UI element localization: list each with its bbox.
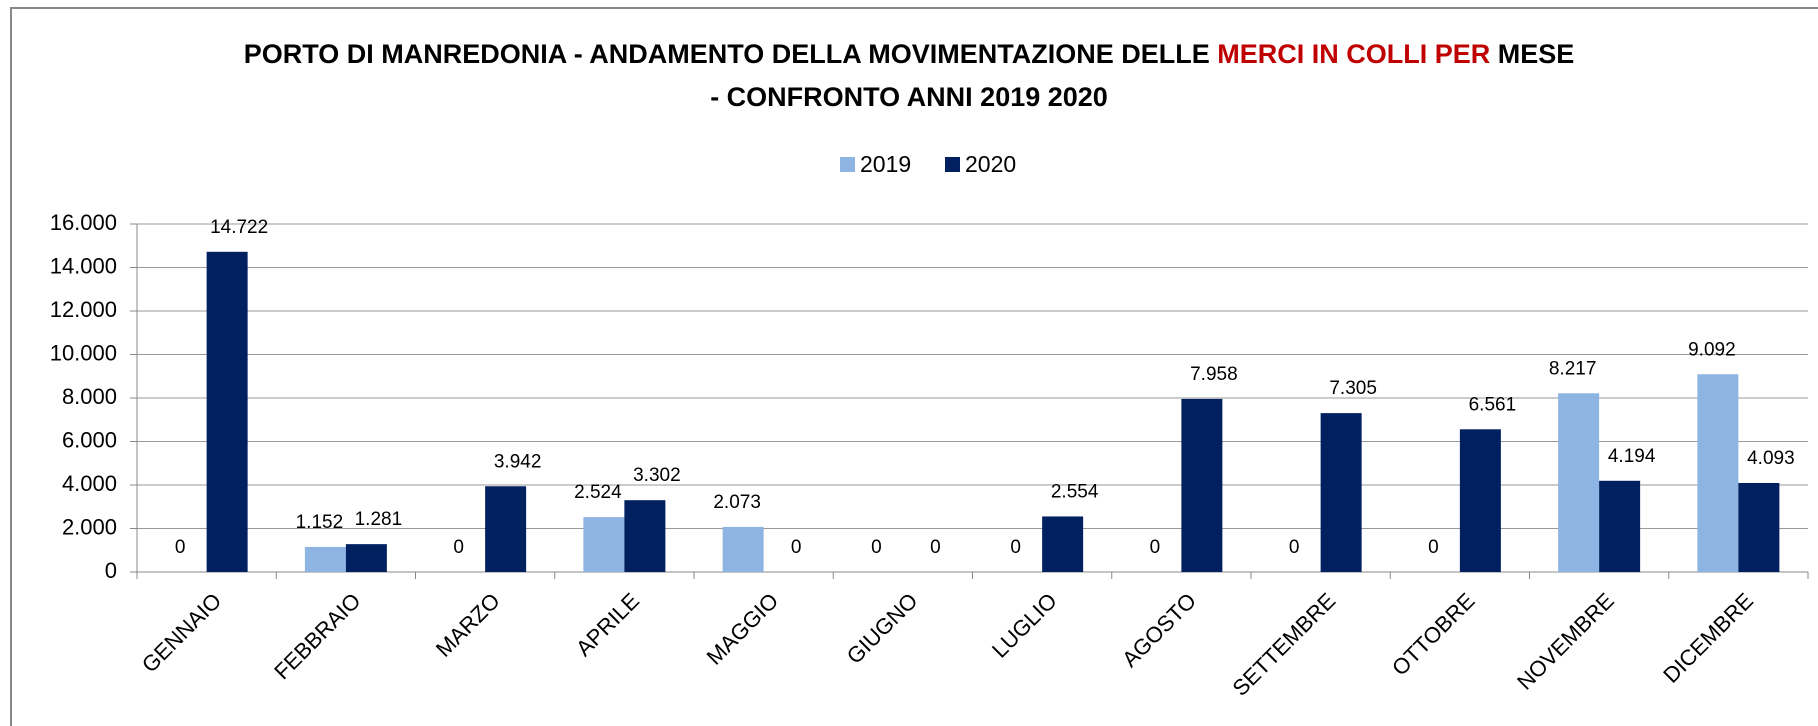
- bar: [206, 251, 248, 572]
- x-tick-label: MAGGIO: [702, 588, 784, 670]
- value-label: 2.524: [574, 482, 622, 503]
- chart-title: PORTO DI MANREDONIA - ANDAMENTO DELLA MO…: [244, 39, 1575, 69]
- bar: [304, 546, 346, 572]
- bar: [583, 517, 625, 572]
- value-label: 0: [1010, 537, 1021, 558]
- bar: [722, 526, 764, 572]
- legend-swatch: [945, 157, 960, 172]
- x-tick-label: OTTOBRE: [1387, 588, 1480, 681]
- value-label: 1.152: [296, 512, 344, 533]
- legend-label: 2020: [965, 151, 1016, 177]
- value-label: 3.942: [494, 451, 542, 472]
- value-label: 0: [1428, 537, 1439, 558]
- value-label: 2.554: [1051, 481, 1099, 502]
- bar: [1738, 482, 1780, 572]
- y-tick-label: 16.000: [50, 210, 117, 235]
- value-label: 7.305: [1329, 378, 1377, 399]
- x-tick-label: APRILE: [571, 588, 644, 661]
- value-label: 9.092: [1688, 339, 1736, 360]
- y-tick-label: 2.000: [62, 514, 117, 539]
- bar: [1042, 516, 1084, 572]
- bar: [1558, 393, 1600, 572]
- value-label: 7.958: [1190, 364, 1238, 385]
- y-tick-label: 12.000: [50, 297, 117, 322]
- y-tick-label: 10.000: [50, 340, 117, 365]
- bar: [345, 544, 387, 572]
- x-tick-label: LUGLIO: [987, 588, 1062, 663]
- value-label: 4.093: [1747, 448, 1795, 469]
- x-tick-label: AGOSTO: [1117, 588, 1201, 672]
- value-label: 8.217: [1549, 358, 1597, 379]
- legend-swatch: [840, 157, 855, 172]
- x-tick-label: MARZO: [431, 588, 505, 662]
- title-part: PORTO DI MANREDONIA - ANDAMENTO DELLA MO…: [244, 39, 1218, 69]
- bar: [1181, 398, 1223, 572]
- title-part: MESE: [1490, 39, 1574, 69]
- value-label: 3.302: [633, 465, 681, 486]
- value-label: 0: [453, 537, 464, 558]
- bar: [1459, 429, 1501, 572]
- y-tick-label: 0: [105, 558, 117, 583]
- value-label: 0: [175, 537, 186, 558]
- value-label: 0: [930, 537, 941, 558]
- y-tick-label: 4.000: [62, 471, 117, 496]
- title-part: - CONFRONTO ANNI 2019 2020: [710, 82, 1108, 112]
- value-label: 2.073: [713, 492, 761, 513]
- value-label: 0: [871, 537, 882, 558]
- value-label: 14.722: [210, 217, 268, 238]
- bar: [1320, 413, 1362, 572]
- chart-title: - CONFRONTO ANNI 2019 2020: [710, 82, 1108, 112]
- value-label: 4.194: [1608, 446, 1656, 467]
- y-tick-label: 6.000: [62, 427, 117, 452]
- chart-frame: [10, 7, 1818, 726]
- value-label: 6.561: [1469, 394, 1517, 415]
- x-tick-label: DICEMBRE: [1658, 588, 1758, 688]
- x-tick-label: GIUGNO: [842, 588, 923, 669]
- legend-label: 2019: [860, 151, 911, 177]
- bar: [485, 486, 527, 572]
- title-part: MERCI IN COLLI PER: [1217, 39, 1490, 69]
- x-tick-label: GENNAIO: [137, 588, 226, 677]
- x-tick-label: FEBBRAIO: [269, 588, 365, 684]
- x-tick-label: NOVEMBRE: [1512, 588, 1619, 695]
- bar: [624, 500, 666, 572]
- y-tick-label: 14.000: [50, 253, 117, 278]
- y-tick-label: 8.000: [62, 384, 117, 409]
- bar: [1599, 480, 1641, 572]
- bar: [1697, 374, 1739, 572]
- value-label: 0: [791, 537, 802, 558]
- value-label: 1.281: [355, 509, 403, 530]
- value-label: 0: [1289, 537, 1300, 558]
- x-tick-label: SETTEMBRE: [1228, 588, 1341, 701]
- value-label: 0: [1150, 537, 1161, 558]
